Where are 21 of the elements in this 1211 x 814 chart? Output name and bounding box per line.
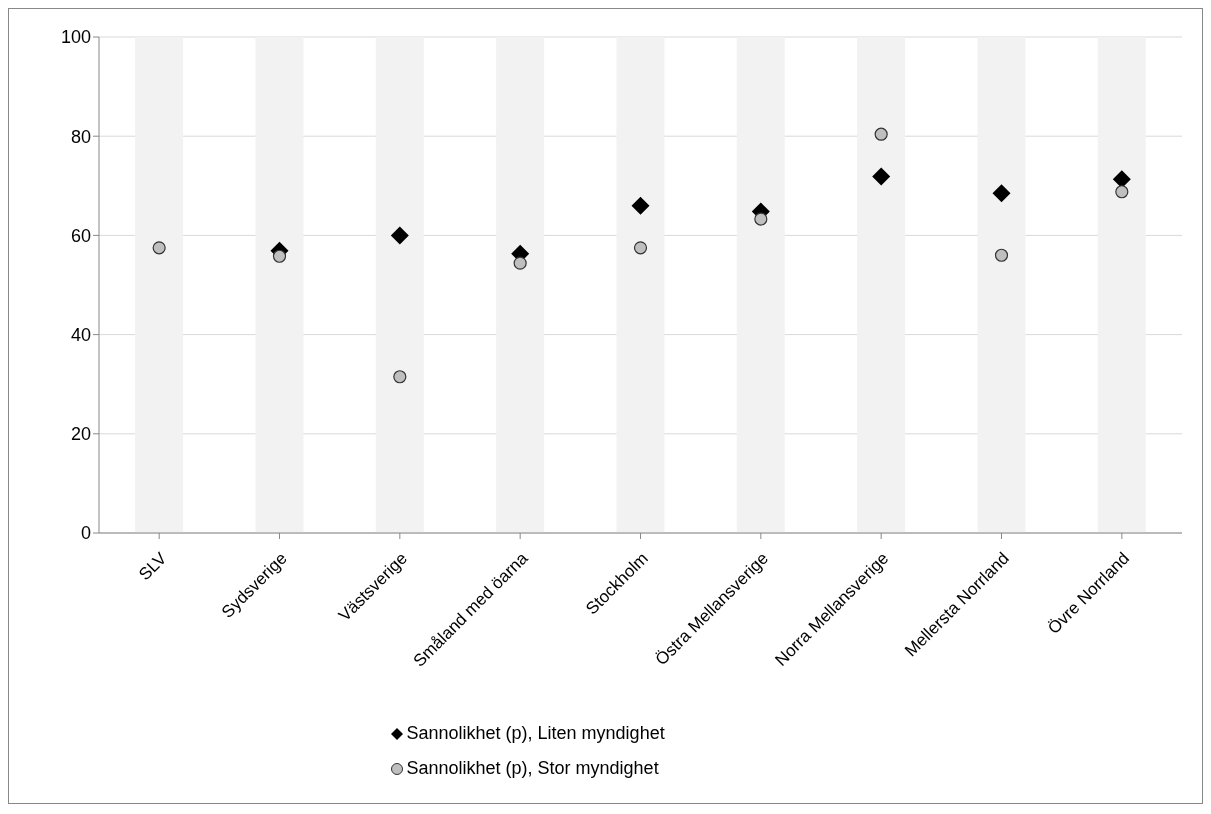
point — [754, 212, 768, 226]
legend-label: Sannolikhet (p), Stor myndighet — [406, 758, 659, 779]
y-tick-label: 100 — [60, 27, 91, 48]
point — [390, 226, 409, 245]
point — [994, 248, 1009, 262]
point — [393, 370, 407, 384]
point — [152, 241, 166, 255]
point — [633, 241, 648, 255]
y-tick-label: 0 — [80, 523, 91, 544]
y-tick-label: 60 — [70, 225, 91, 246]
point — [992, 184, 1011, 203]
point — [631, 196, 650, 215]
point — [513, 256, 527, 270]
point — [1115, 185, 1129, 199]
y-tick-label: 80 — [70, 126, 91, 147]
y-tick-label: 20 — [70, 424, 91, 445]
y-tick-label: 40 — [70, 324, 91, 345]
point — [872, 167, 891, 186]
point — [874, 127, 888, 141]
legend-label: Sannolikhet (p), Liten myndighet — [406, 723, 665, 744]
point — [272, 249, 287, 263]
